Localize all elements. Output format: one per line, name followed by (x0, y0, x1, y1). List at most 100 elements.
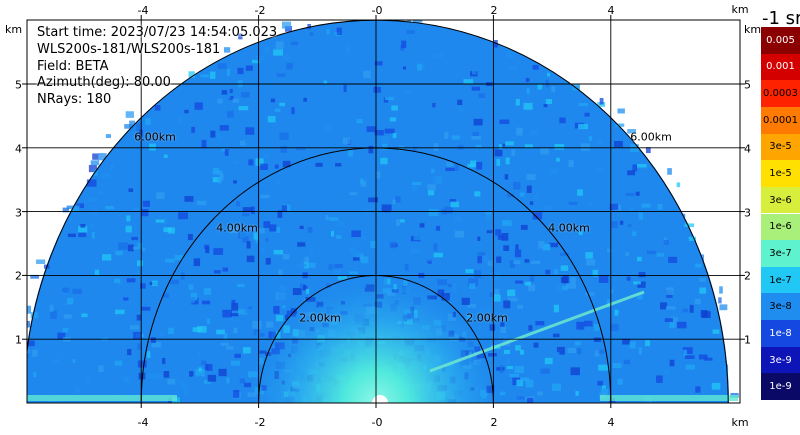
data-cell (163, 216, 168, 225)
data-cell (149, 327, 155, 331)
data-cell (30, 312, 38, 318)
data-cell (165, 358, 173, 366)
data-cell (500, 322, 505, 327)
data-cell (664, 318, 674, 323)
x-unit-top: km (731, 3, 749, 16)
data-cell (279, 132, 289, 140)
data-cell (57, 332, 66, 340)
data-cell (588, 136, 593, 142)
data-cell (585, 252, 593, 259)
data-cell (368, 145, 374, 154)
data-cell (501, 232, 509, 241)
data-cell (601, 385, 606, 389)
data-cell (246, 241, 251, 249)
data-cell (609, 289, 614, 294)
data-cell (324, 165, 333, 169)
y-tick-right: 4 (744, 142, 751, 156)
data-cell (568, 201, 578, 205)
data-cell (233, 160, 240, 164)
data-cell (559, 252, 570, 256)
data-cell (222, 309, 232, 318)
data-cell (666, 287, 674, 295)
data-cell (632, 164, 638, 172)
data-cell (446, 161, 453, 167)
data-cell (488, 139, 496, 146)
data-cell (623, 359, 631, 365)
colorbar-title: -1 sr (762, 8, 800, 29)
data-cell (352, 257, 360, 261)
data-cell (395, 196, 401, 203)
data-cell (663, 240, 669, 245)
y-tick-right: 5 (744, 78, 751, 92)
colorbar-level: 1e-8 (761, 320, 800, 347)
data-cell (196, 387, 206, 392)
data-cell (198, 307, 203, 315)
data-cell (36, 259, 46, 264)
data-cell (36, 302, 41, 309)
data-cell (407, 20, 412, 23)
data-cell (461, 297, 470, 305)
data-cell (377, 211, 385, 220)
data-cell (417, 253, 422, 260)
data-cell (457, 99, 463, 106)
data-cell (528, 284, 536, 291)
data-cell (373, 86, 381, 93)
data-cell (114, 278, 121, 284)
data-cell (527, 397, 534, 403)
data-cell (410, 248, 421, 254)
data-cell (141, 306, 151, 311)
data-cell (201, 360, 207, 365)
data-cell (505, 358, 510, 365)
data-cell (174, 254, 184, 261)
data-cell (167, 227, 176, 234)
data-cell (206, 363, 213, 371)
data-cell (561, 285, 569, 291)
data-cell (27, 349, 30, 354)
data-cell (238, 33, 243, 40)
data-cell (91, 210, 98, 216)
data-cell (381, 136, 390, 145)
data-cell (607, 248, 613, 253)
data-cell (633, 281, 641, 285)
data-cell (333, 263, 344, 269)
data-cell (336, 27, 342, 36)
data-cell (597, 139, 602, 145)
data-cell (248, 306, 253, 310)
data-cell (499, 119, 510, 125)
start-time-text: Start time: 2023/07/23 14:54:05.023 (37, 25, 278, 40)
data-cell (593, 324, 600, 331)
data-cell (556, 157, 560, 162)
data-cell (343, 84, 347, 93)
data-cell (615, 123, 625, 127)
data-cell (363, 70, 371, 79)
data-cell (570, 277, 576, 284)
data-cell (245, 280, 251, 287)
data-cell (578, 103, 589, 107)
data-cell (719, 286, 723, 294)
data-cell (236, 201, 241, 207)
data-cell (421, 149, 426, 155)
data-cell (708, 313, 714, 317)
data-cell (427, 184, 436, 191)
data-cell (142, 247, 146, 252)
data-cell (520, 377, 530, 382)
colorbar-level: 1e-7 (761, 266, 800, 294)
data-cell (125, 225, 132, 233)
data-cell (656, 253, 664, 257)
data-cell (217, 98, 223, 104)
y-tick-left: 1 (15, 333, 22, 347)
data-cell (231, 299, 236, 306)
data-cell (592, 269, 599, 277)
data-cell (577, 189, 583, 196)
data-cell (194, 102, 203, 110)
data-cell (489, 324, 496, 331)
data-cell (474, 191, 481, 197)
data-cell (374, 130, 384, 136)
data-cell (197, 352, 202, 356)
data-cell (27, 305, 32, 314)
data-cell (62, 328, 69, 333)
data-cell (433, 252, 443, 258)
data-cell (263, 49, 267, 54)
data-cell (332, 116, 337, 124)
data-cell (231, 302, 239, 311)
